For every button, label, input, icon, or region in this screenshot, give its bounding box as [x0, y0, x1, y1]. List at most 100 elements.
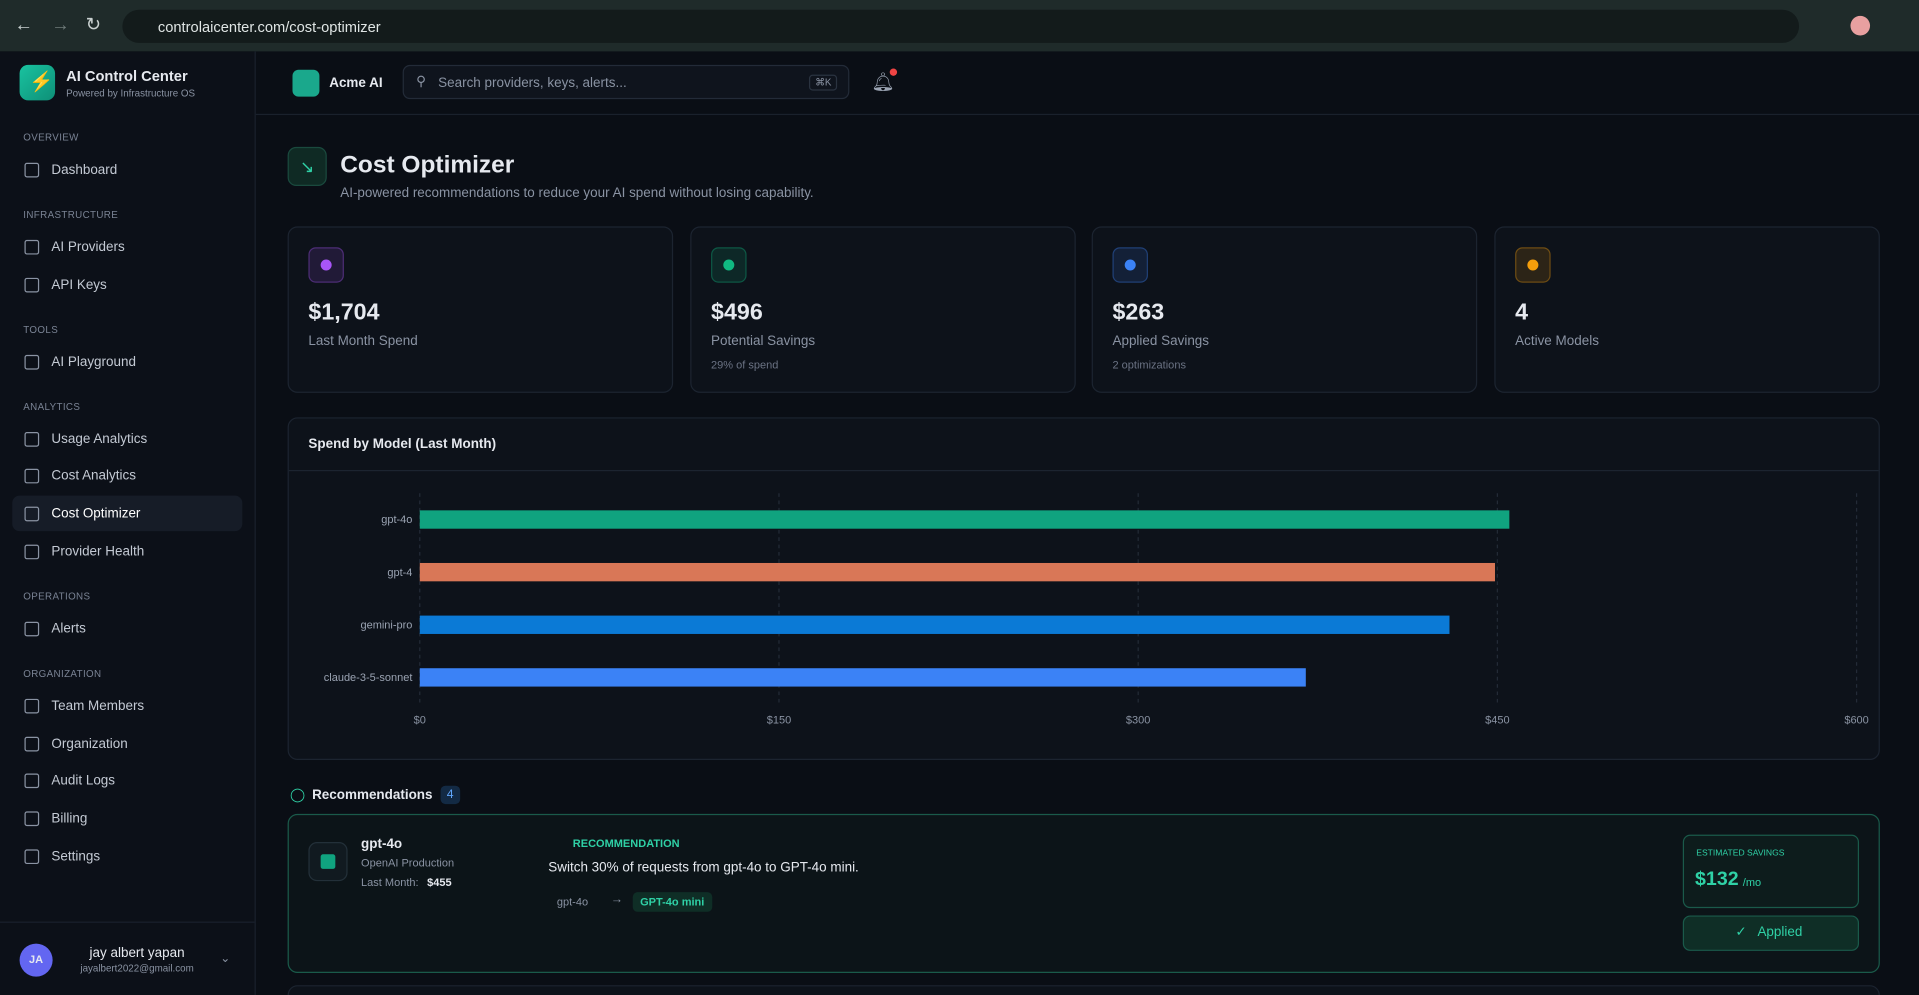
user-name: jay albert yapan	[89, 946, 185, 961]
nav-icon	[24, 431, 40, 447]
user-avatar[interactable]: JA	[19, 943, 53, 977]
avatar[interactable]	[1850, 15, 1871, 36]
nav-icon	[24, 506, 40, 522]
nav-icon	[24, 848, 40, 864]
stat-value: $496	[711, 299, 763, 326]
brand-bolt: ⚡	[29, 72, 54, 94]
nav-item[interactable]: Organization	[51, 736, 128, 751]
org-name[interactable]: Acme AI	[329, 75, 383, 91]
nav-item[interactable]: Settings	[51, 848, 101, 864]
rec-to: GPT-4o mini	[632, 892, 712, 912]
stat-icon	[1515, 247, 1551, 283]
stat-label: Last Month Spend	[308, 334, 418, 349]
back[interactable]: ←	[14, 14, 34, 36]
nav-section: INFRASTRUCTURE	[23, 209, 119, 221]
stat-note: 29% of spend	[711, 358, 779, 371]
stat-card	[1494, 226, 1880, 393]
stat-icon-dot	[1527, 259, 1539, 271]
nav-icon	[24, 698, 40, 714]
rec-card	[287, 813, 1880, 973]
rec-count: 4	[440, 785, 460, 805]
x-tick-label: $0	[414, 714, 426, 726]
status: Applied	[1757, 925, 1803, 940]
bar	[419, 668, 1306, 687]
brand-logo	[19, 64, 56, 101]
nav-item[interactable]: Billing	[51, 811, 88, 826]
chart-divider	[288, 469, 1879, 472]
nav-icon	[24, 736, 40, 751]
nav-item[interactable]: API Keys	[51, 277, 107, 293]
nav-item[interactable]: Cost Analytics	[51, 469, 136, 484]
header-divider	[255, 113, 1919, 116]
search-icon: ⚲	[416, 74, 426, 90]
y-tick-label: claude-3-5-sonnet	[324, 672, 413, 684]
nav-section: OVERVIEW	[23, 132, 79, 144]
nav-icon	[24, 239, 40, 255]
user-email: jayalbert2022@gmail.com	[80, 963, 194, 975]
nav-item[interactable]: Audit Logs	[51, 773, 116, 789]
y-tick-label: gpt-4o	[381, 514, 412, 526]
stat-card	[1091, 226, 1478, 393]
url: controlaicenter.com/cost-optimizer	[157, 18, 381, 36]
rec-model: gpt-4o	[361, 837, 403, 852]
rec-spend-label: Last Month:	[361, 876, 419, 889]
x-tick-label: $150	[767, 714, 791, 726]
rec-arrow: →	[610, 893, 623, 907]
status-button[interactable]	[1682, 915, 1860, 951]
title-icon: ↘	[287, 146, 327, 187]
chart: $0 $150 $300 $450 $600 gpt-4o gpt-4 gemini-pro c…	[324, 493, 1869, 726]
y-tick-label: gpt-4	[387, 567, 412, 579]
stat-value: $263	[1112, 299, 1165, 326]
sidebar-divider	[0, 921, 255, 923]
nav-item[interactable]: Cost Optimizer	[51, 506, 141, 522]
rec-spend: $455	[427, 876, 452, 889]
x-tick-label: $450	[1485, 714, 1509, 726]
tagline: Powered by Infrastructure OS	[66, 88, 196, 100]
stat-icon-dot	[320, 259, 332, 271]
search-box[interactable]	[402, 64, 850, 100]
shortcut: ⌘K	[808, 74, 838, 91]
nav-section: TOOLS	[23, 323, 59, 335]
stat-label: Applied Savings	[1112, 334, 1210, 349]
rec-title: Recommendations	[312, 788, 433, 803]
address-bar[interactable]	[122, 9, 1800, 43]
nav-item[interactable]: AI Playground	[51, 354, 136, 370]
nav-icon	[24, 469, 40, 484]
reload[interactable]: ↻	[85, 14, 102, 36]
brand: AI Control Center	[66, 67, 188, 85]
bar	[419, 615, 1450, 634]
chart-card	[287, 417, 1880, 761]
nav-item[interactable]: Usage Analytics	[51, 431, 148, 447]
bar	[419, 562, 1495, 582]
model-icon-dot	[320, 854, 336, 869]
nav-section: OPERATIONS	[23, 590, 91, 602]
status-check: ✓	[1735, 925, 1747, 940]
rec-text: Switch 30% of requests from gpt-4o to GP…	[548, 860, 859, 876]
forward[interactable]: →	[51, 14, 70, 36]
stat-value: $1,704	[308, 299, 380, 326]
stat-note: 2 optimizations	[1112, 358, 1186, 371]
nav-icon	[24, 277, 40, 293]
chart-title: Spend by Model (Last Month)	[308, 436, 497, 452]
bell[interactable]: 🔔︎	[871, 72, 895, 94]
x-tick-label: $300	[1126, 714, 1150, 726]
y-tick-label: gemini-pro	[360, 619, 412, 631]
x-tick-label: $600	[1844, 714, 1868, 726]
savings-label: ESTIMATED SAVINGS	[1696, 849, 1785, 858]
nav-icon	[24, 162, 40, 178]
nav-icon	[24, 354, 40, 370]
rec-provider: OpenAI Production	[361, 856, 455, 869]
nav-item[interactable]: Alerts	[51, 621, 86, 637]
nav-icon	[24, 544, 40, 560]
search-placeholder: Search providers, keys, alerts...	[438, 75, 627, 91]
rec-icon: ◯	[290, 788, 306, 803]
nav-item[interactable]: Dashboard	[51, 162, 118, 178]
nav-item[interactable]: Provider Health	[51, 544, 145, 560]
rec-from: gpt-4o	[556, 895, 589, 909]
nav-section: ORGANIZATION	[23, 667, 102, 679]
nav-item[interactable]: Team Members	[51, 698, 145, 714]
user-menu[interactable]: ⌄	[220, 952, 231, 966]
nav-item[interactable]: AI Providers	[51, 239, 125, 255]
